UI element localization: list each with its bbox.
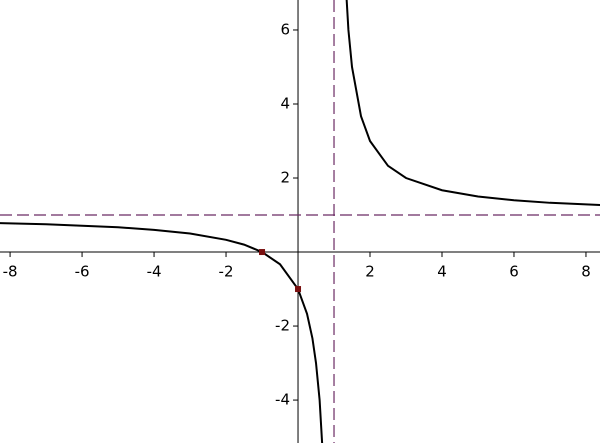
y-tick-label: -2 [275, 317, 290, 335]
x-tick-label: -6 [75, 263, 90, 281]
y-tick-label: 6 [280, 20, 290, 38]
y-tick-label: -4 [275, 391, 290, 409]
x-tick-label: -2 [219, 263, 234, 281]
y-tick-label: 2 [280, 169, 290, 187]
x-tick-label: -8 [3, 263, 18, 281]
x-tick-label: -4 [147, 263, 162, 281]
x-tick-label: 2 [365, 263, 375, 281]
x-tick-label: 8 [581, 263, 591, 281]
x-tick-label: 6 [509, 263, 519, 281]
point [259, 249, 266, 256]
y-tick-label: 4 [280, 94, 290, 112]
point [295, 286, 302, 293]
x-tick-label: 4 [437, 263, 447, 281]
